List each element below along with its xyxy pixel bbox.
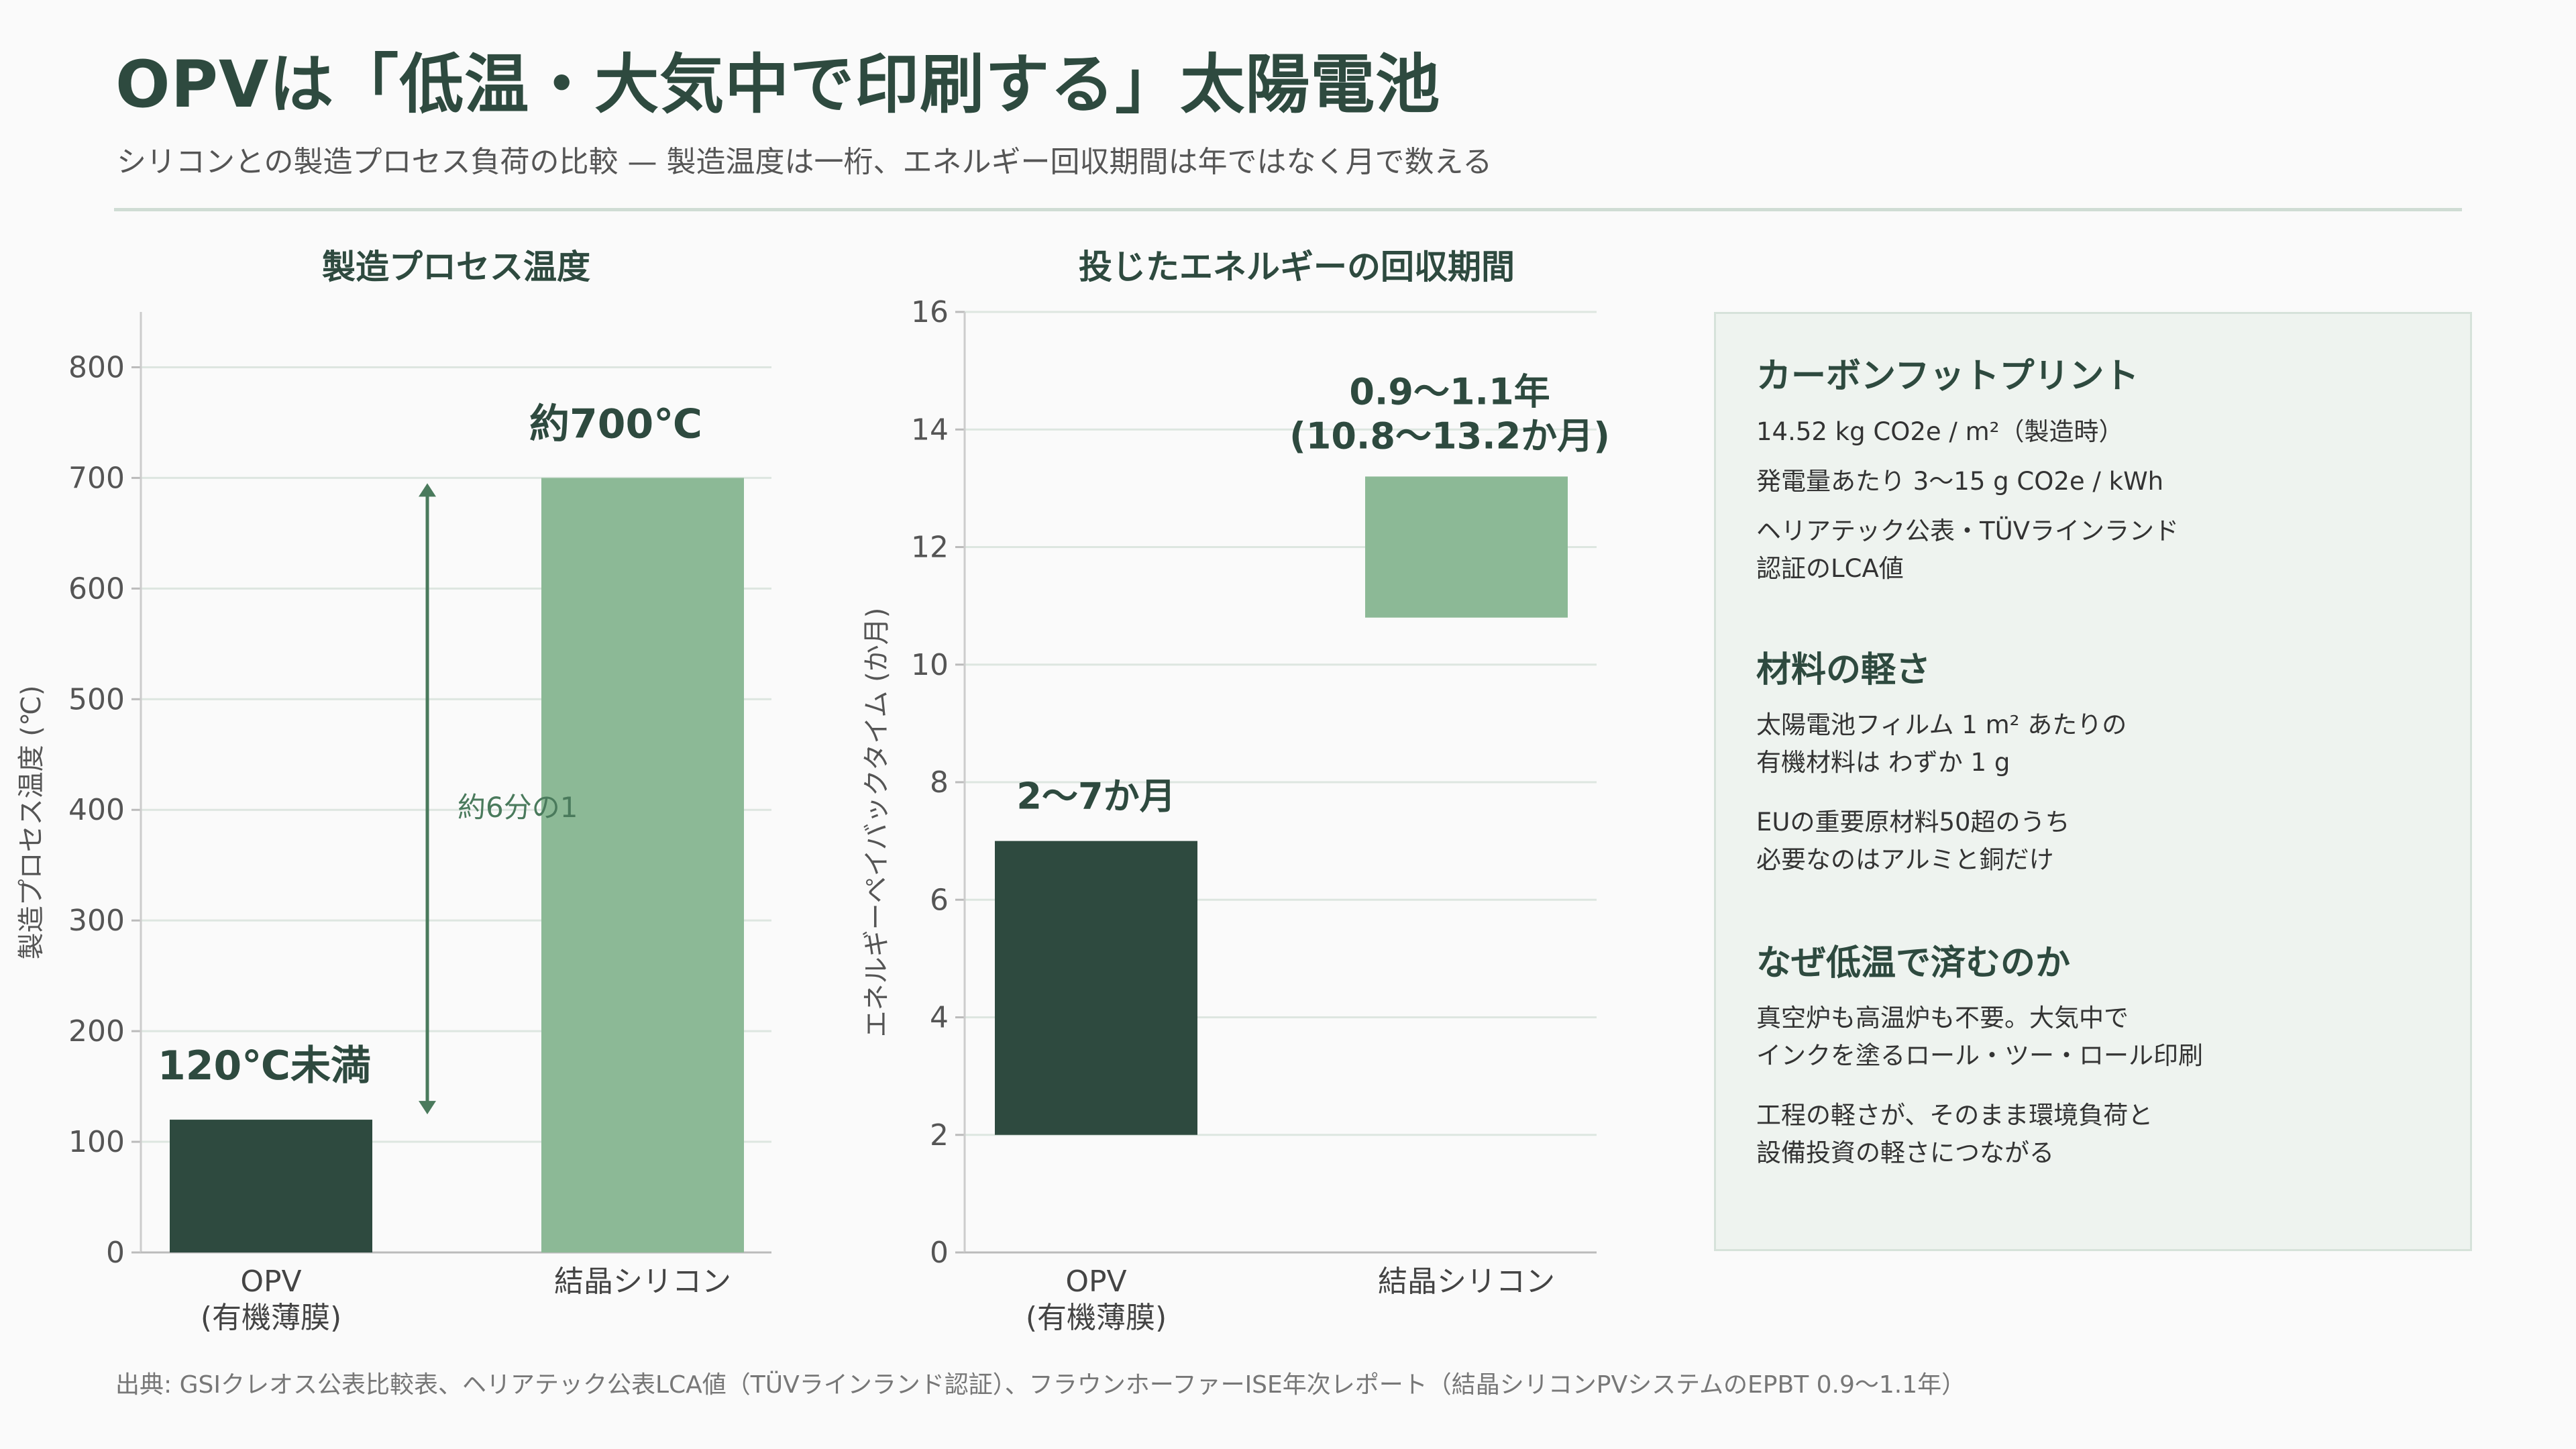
- ratio-annotation: 約6分の1: [458, 791, 578, 824]
- temp-data-label: 約700℃: [529, 400, 702, 447]
- temp-y-tick-label: 200: [68, 1014, 125, 1049]
- epbt-y-tick-label: 6: [930, 883, 949, 917]
- epbt-y-tick-label: 4: [930, 1001, 949, 1035]
- temp-y-tick-label: 700: [68, 461, 125, 495]
- material-line-1a: 太陽電池フィルム 1 m² あたりの: [1756, 710, 2127, 739]
- lowtemp-line-2a: 工程の軽さが、そのまま環境負荷と: [1756, 1101, 2153, 1130]
- material-heading: 材料の軽さ: [1756, 650, 1931, 690]
- epbt-bar: [995, 841, 1197, 1135]
- source-note: 出典: GSIクレオス公表比較表、ヘリアテック公表LCA値（TÜVラインランド認…: [115, 1371, 1966, 1399]
- epbt-y-axis-label: エネルギーペイバックタイム (か月): [861, 608, 892, 1038]
- temp-x-tick-label: OPV: [240, 1265, 301, 1299]
- epbt-y-tick-label: 0: [930, 1236, 949, 1270]
- temp-y-tick-label: 800: [68, 350, 125, 384]
- page-title: OPVは「低温・大気中で印刷する」太陽電池: [115, 47, 1441, 122]
- temp-y-tick-label: 300: [68, 904, 125, 938]
- header-divider: [114, 208, 2462, 211]
- lowtemp-line-2b: 設備投資の軽さにつながる: [1756, 1138, 2054, 1167]
- ratio-arrow-head-up: [419, 483, 436, 497]
- lowtemp-line-1a: 真空炉も高温炉も不要。大気中で: [1756, 1004, 2129, 1032]
- temp-y-axis-label: 製造プロセス温度 (℃): [16, 686, 47, 960]
- info-panel: カーボンフットプリント 14.52 kg CO2e / m²（製造時） 発電量あ…: [1714, 312, 2472, 1251]
- epbt-y-tick-label: 12: [911, 531, 949, 565]
- carbon-line-1: 14.52 kg CO2e / m²（製造時）: [1756, 417, 2124, 446]
- material-line-2a: EUの重要原材料50超のうち: [1756, 808, 2070, 837]
- temp-chart-title: 製造プロセス温度: [322, 248, 590, 286]
- temp-y-tick-label: 600: [68, 572, 125, 606]
- material-line-2b: 必要なのはアルミと銅だけ: [1756, 845, 2054, 874]
- temp-y-tick-label: 400: [68, 793, 125, 827]
- epbt-x-tick-label-sub: (有機薄膜): [1026, 1301, 1167, 1335]
- page-subtitle: シリコンとの製造プロセス負荷の比較 — 製造温度は一桁、エネルギー回収期間は年で…: [117, 145, 1493, 179]
- material-line-1b: 有機材料は わずか 1 g: [1756, 748, 2010, 777]
- temp-bar: [541, 478, 744, 1252]
- epbt-chart-title: 投じたエネルギーの回収期間: [1079, 248, 1515, 286]
- epbt-y-tick-label: 2: [930, 1118, 949, 1152]
- temp-y-tick-label: 0: [106, 1236, 125, 1270]
- epbt-y-tick-label: 8: [930, 765, 949, 800]
- epbt-x-tick-label: 結晶シリコン: [1378, 1265, 1555, 1299]
- carbon-line-3a: ヘリアテック公表・TÜVラインランド: [1756, 517, 2179, 545]
- temp-y-tick-label: 100: [68, 1125, 125, 1159]
- ratio-arrow-head-down: [419, 1101, 436, 1115]
- carbon-heading: カーボンフットプリント: [1756, 356, 2139, 396]
- carbon-line-2: 発電量あたり 3〜15 g CO2e / kWh: [1756, 467, 2164, 496]
- temp-x-tick-label: 結晶シリコン: [554, 1265, 731, 1299]
- epbt-bar: [1365, 476, 1568, 618]
- chart-process-temperature: 製造プロセス温度 0 100 200 300 400 500 600 700 800 製造プロセス温…: [16, 248, 771, 1335]
- epbt-y-tick-label: 10: [911, 648, 949, 682]
- epbt-data-label-sub: (10.8〜13.2か月): [1289, 415, 1610, 457]
- epbt-x-tick-label: OPV: [1065, 1265, 1126, 1299]
- temp-y-tick-label: 500: [68, 682, 125, 716]
- temp-x-tick-label-sub: (有機薄膜): [201, 1301, 341, 1335]
- temp-bar: [170, 1120, 372, 1252]
- epbt-data-label: 0.9〜1.1年: [1349, 370, 1550, 413]
- carbon-line-3b: 認証のLCA値: [1756, 554, 1904, 583]
- epbt-data-label: 2〜7か月: [1016, 775, 1175, 818]
- temp-data-label: 120℃未満: [158, 1042, 371, 1089]
- epbt-y-tick-label: 16: [911, 295, 949, 329]
- chart-energy-payback: 投じたエネルギーの回収期間 0 2 4 6 8 10 12 14 16 エネルギーペイバックタイム …: [861, 248, 1610, 1335]
- epbt-y-tick-label: 14: [911, 413, 949, 447]
- lowtemp-heading: なぜ低温で済むのか: [1756, 943, 2071, 983]
- lowtemp-line-1b: インクを塗るロール・ツー・ロール印刷: [1756, 1041, 2203, 1070]
